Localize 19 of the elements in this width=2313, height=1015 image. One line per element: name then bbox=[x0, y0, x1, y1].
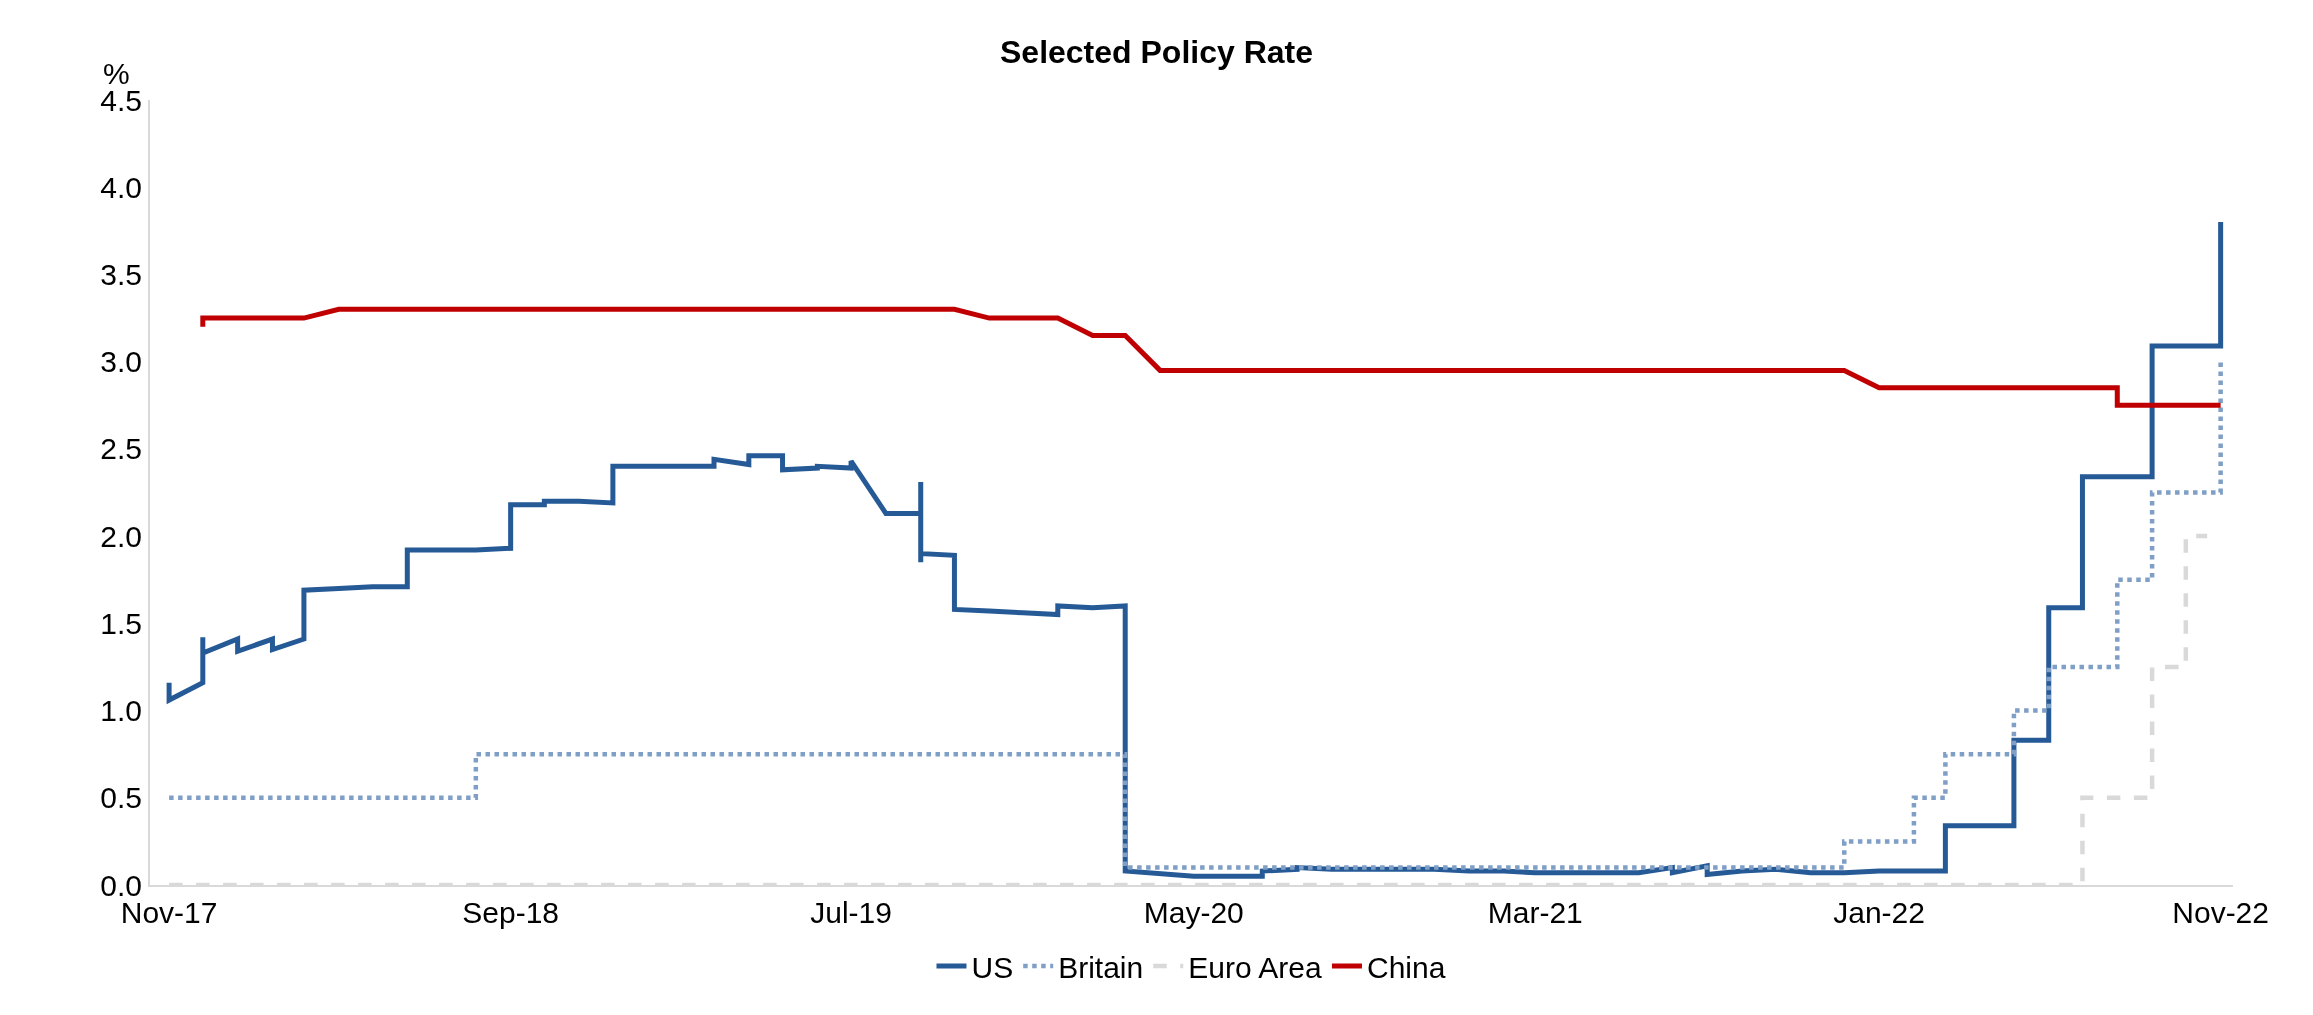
y-tick-label: 1.5 bbox=[100, 606, 142, 640]
y-tick-label: 3.0 bbox=[100, 345, 142, 379]
y-tick-label: 2.5 bbox=[100, 432, 142, 466]
legend-label: Britain bbox=[1058, 950, 1144, 984]
x-tick-label: Sep-18 bbox=[462, 896, 560, 929]
y-tick-label: 2.0 bbox=[100, 519, 142, 553]
y-tick-label: 0.5 bbox=[100, 781, 142, 815]
y-tick-label: 1.0 bbox=[100, 694, 142, 728]
x-tick-label: Nov-22 bbox=[2172, 896, 2269, 929]
x-tick-label: Jan-22 bbox=[1833, 896, 1925, 929]
x-tick-label: Jul-19 bbox=[810, 896, 892, 929]
y-tick-label: 4.0 bbox=[100, 170, 142, 204]
x-tick-label: May-20 bbox=[1143, 896, 1244, 929]
legend-label: China bbox=[1366, 950, 1446, 984]
legend-label: Euro Area bbox=[1188, 950, 1322, 984]
x-tick-label: Mar-21 bbox=[1487, 896, 1583, 929]
y-tick-label: 3.5 bbox=[100, 257, 142, 291]
legend-label: US bbox=[971, 950, 1014, 984]
chart-title: Selected Policy Rate bbox=[999, 34, 1314, 70]
